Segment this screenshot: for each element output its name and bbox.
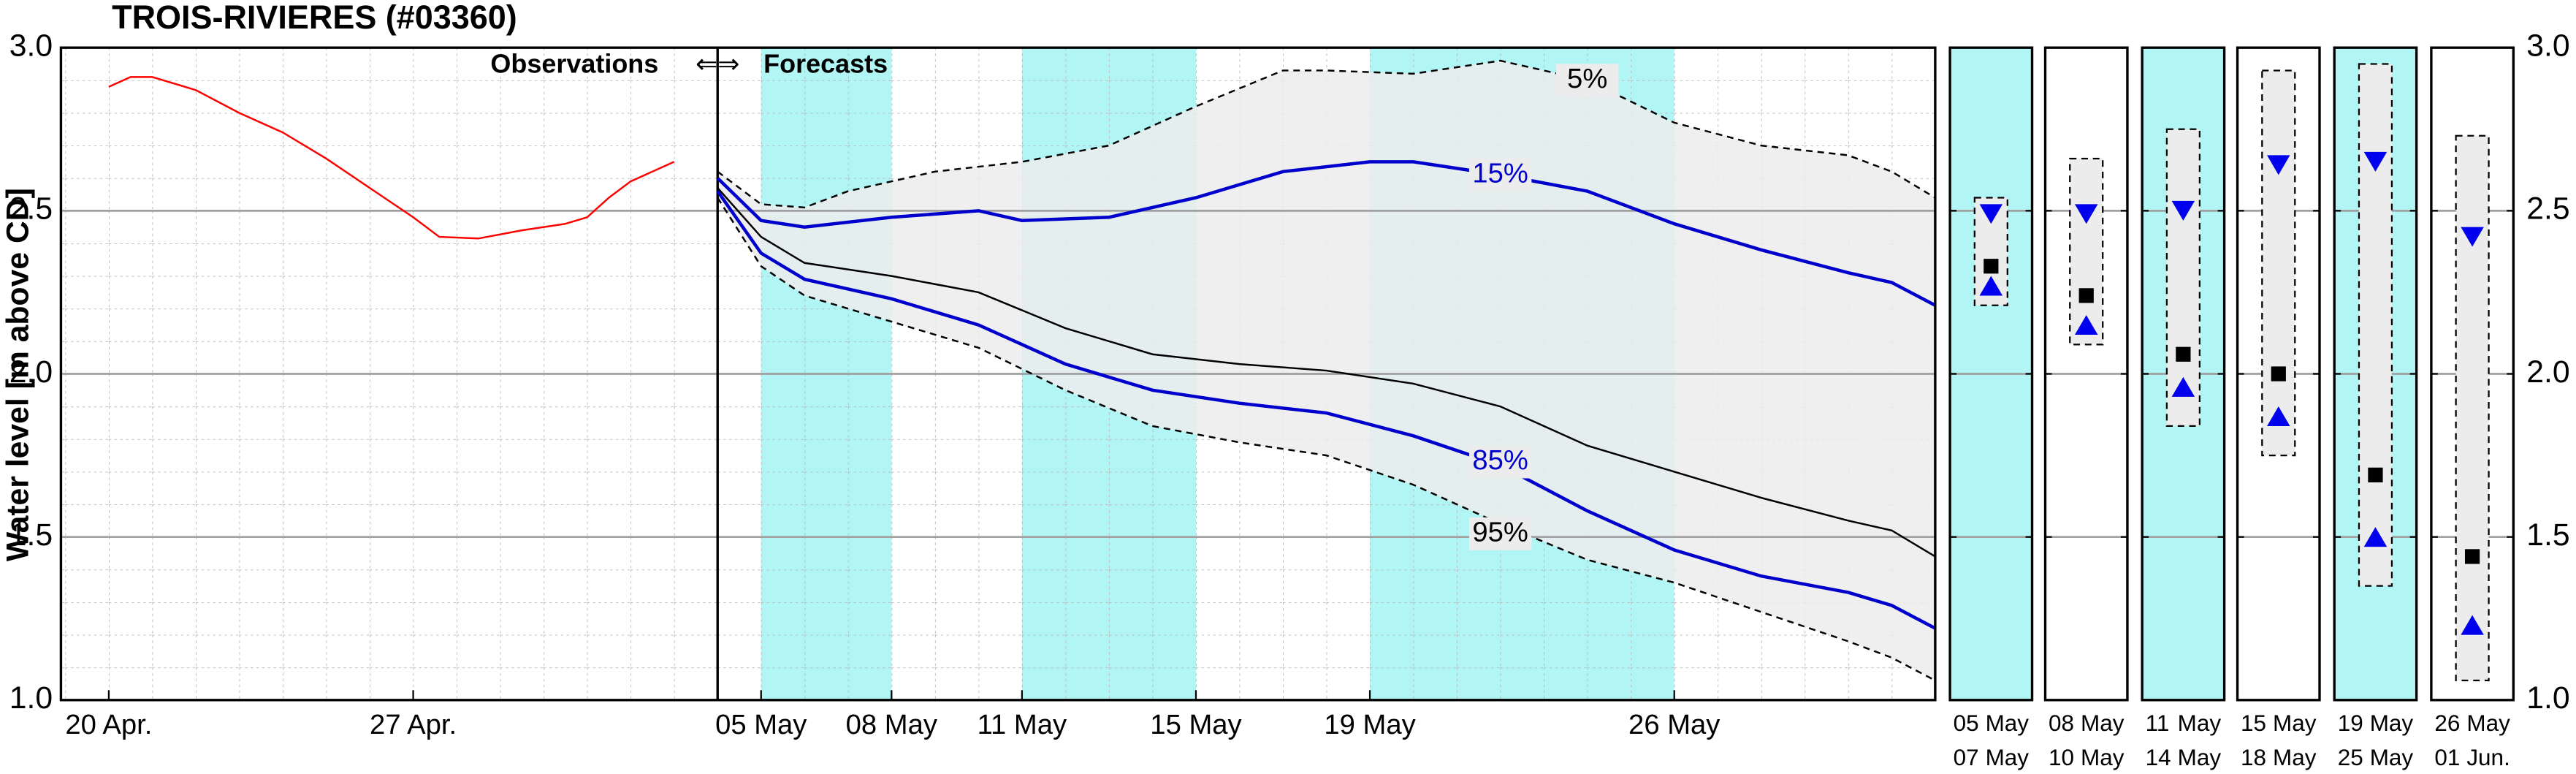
p85-marker — [2074, 315, 2098, 335]
y2-tick-label: 1.5 — [2526, 517, 2569, 553]
y2-tick-label: 1.0 — [2526, 680, 2569, 716]
panel-frame — [2333, 46, 2418, 702]
series-line — [716, 160, 1936, 307]
panel-end-month: May — [2273, 745, 2317, 770]
panel-start-label: 11 — [2146, 710, 2170, 736]
p15-marker — [2363, 151, 2388, 172]
panel-end-label: 07 — [1954, 745, 1979, 770]
range-box — [2069, 157, 2104, 346]
series-label: 85% — [1472, 444, 1528, 476]
panel-start-month: May — [2466, 710, 2510, 736]
panel-frame — [2043, 46, 2129, 702]
panel-end-month: Jun. — [2466, 745, 2510, 770]
x-tick-label: 11 May — [978, 709, 1067, 740]
panel-start-label: 15 — [2241, 710, 2266, 736]
annotation: Forecasts — [763, 48, 888, 78]
series-label-bg — [1468, 445, 1532, 479]
range-box — [2455, 134, 2490, 682]
series-line — [717, 197, 1936, 682]
annotation: ⇐⇒ — [696, 48, 739, 78]
series-label-bg — [1468, 517, 1532, 550]
median-marker — [2078, 288, 2094, 303]
panel-start-label: 05 — [1954, 710, 1979, 736]
panel-frame — [2141, 46, 2226, 702]
series-label-bg — [1555, 64, 1619, 97]
panel-frame — [2430, 46, 2515, 702]
range-box — [2261, 69, 2296, 457]
range-box — [2358, 63, 2393, 587]
series-line — [717, 59, 1936, 209]
series-label: 5% — [1567, 63, 1607, 94]
series-line — [108, 76, 675, 240]
p15-marker — [2461, 227, 2484, 247]
y-tick-label: 1.5 — [9, 517, 53, 553]
panel-end-label: 01 — [2434, 745, 2460, 770]
series-line — [716, 190, 1936, 630]
panel-end-month: May — [2370, 745, 2414, 770]
panel-end-month: May — [2178, 745, 2222, 770]
p15-marker — [1979, 204, 2003, 224]
x-tick-label: 26 May — [1628, 709, 1720, 740]
y-tick-label: 3.0 — [9, 28, 53, 63]
annotation: Observations — [490, 48, 658, 78]
panel-end-label: 10 — [2049, 745, 2074, 770]
panel-start-label: 08 — [2049, 710, 2074, 736]
panel-frame — [2236, 46, 2321, 702]
p85-marker — [2267, 406, 2290, 427]
p85-marker — [1979, 276, 2003, 296]
y2-tick-label: 3.0 — [2526, 28, 2569, 63]
panel-start-label: 19 — [2338, 710, 2363, 736]
y-axis-label: Water level [m above CD] — [1, 188, 36, 561]
p15-marker — [2267, 155, 2290, 175]
median-marker — [2271, 366, 2286, 382]
median-marker — [2176, 346, 2191, 362]
panel-end-label: 14 — [2146, 745, 2171, 770]
x-tick-label: 15 May — [1150, 709, 1242, 740]
panel-frame — [1948, 46, 2034, 702]
p15-marker — [2074, 204, 2098, 224]
p85-marker — [2171, 376, 2195, 397]
panel-start-month: May — [1986, 710, 2030, 736]
series-label-bg — [1468, 158, 1532, 191]
panel-end-month: May — [1986, 745, 2030, 770]
p85-marker — [2461, 615, 2484, 635]
median-marker — [2464, 549, 2480, 564]
panel-start-month: May — [2273, 710, 2317, 736]
panel-start-month: May — [2370, 710, 2414, 736]
x-tick-label: 08 May — [846, 709, 938, 740]
plot-frame — [59, 46, 1937, 702]
median-marker — [2368, 467, 2383, 482]
x-tick-label: 05 May — [715, 709, 807, 740]
chart-title: TROIS-RIVIERES (#03360) — [112, 0, 517, 36]
series-line — [717, 187, 1936, 558]
series-label: 15% — [1472, 157, 1528, 189]
y-tick-label: 2.5 — [9, 191, 53, 227]
panel-start-month: May — [2081, 710, 2125, 736]
panel-end-label: 18 — [2241, 745, 2266, 770]
series-label: 95% — [1472, 516, 1528, 547]
panel-start-label: 26 — [2434, 710, 2460, 736]
y2-tick-label: 2.5 — [2526, 191, 2569, 227]
p15-marker — [2171, 200, 2195, 221]
panel-end-month: May — [2081, 745, 2125, 770]
panel-end-label: 25 — [2338, 745, 2363, 770]
p85-marker — [2363, 527, 2388, 547]
panel-start-month: May — [2178, 710, 2222, 736]
x-tick-label: 20 Apr. — [65, 709, 152, 740]
median-marker — [1984, 259, 1999, 274]
x-tick-label: 27 Apr. — [370, 709, 457, 740]
range-box — [2165, 128, 2200, 428]
y-tick-label: 2.0 — [9, 354, 53, 390]
x-tick-label: 19 May — [1324, 709, 1416, 740]
y2-tick-label: 2.0 — [2526, 354, 2569, 390]
y-tick-label: 1.0 — [9, 680, 53, 716]
